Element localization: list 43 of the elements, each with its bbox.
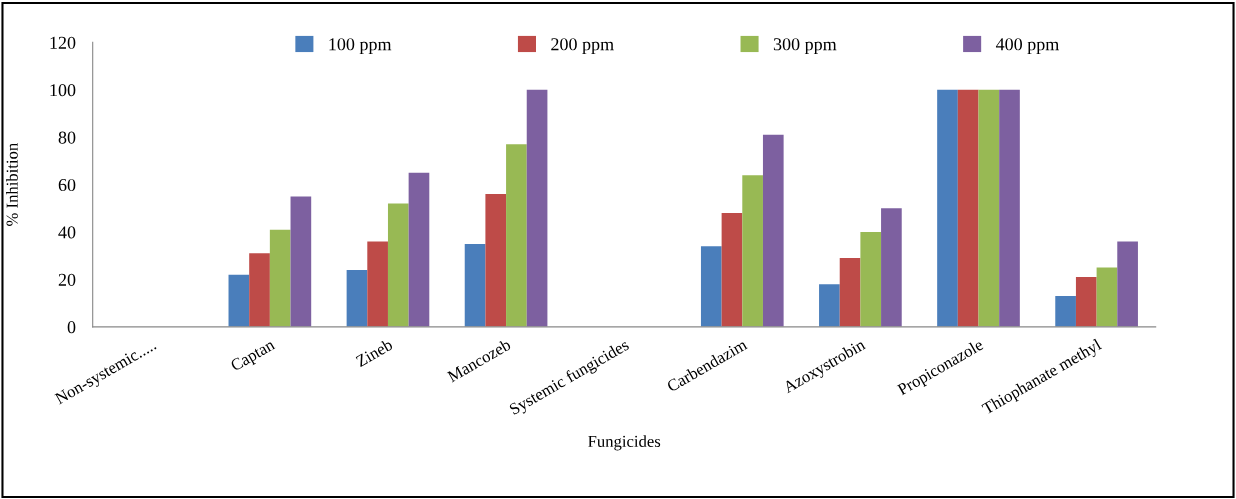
legend-label: 400 ppm xyxy=(995,38,1060,55)
bar xyxy=(762,134,784,327)
y-tick-label: 60 xyxy=(58,178,76,192)
bar xyxy=(860,232,882,327)
bar xyxy=(937,89,958,327)
bar xyxy=(700,246,722,327)
x-tick-label: Captan xyxy=(229,338,278,375)
bar xyxy=(346,269,368,327)
bar xyxy=(999,89,1020,327)
bar xyxy=(742,175,763,327)
bar xyxy=(1096,267,1118,327)
bar xyxy=(269,229,291,327)
bar xyxy=(1075,277,1097,327)
bar xyxy=(957,89,979,327)
y-axis-title: % Inhibition xyxy=(6,142,18,226)
y-tick-label: 80 xyxy=(58,131,76,144)
bar xyxy=(408,172,430,327)
bar xyxy=(387,203,409,327)
bar xyxy=(819,284,840,327)
legend-label: 300 ppm xyxy=(773,38,837,55)
y-tick-label: 100 xyxy=(50,84,76,97)
bar xyxy=(839,258,861,327)
bar xyxy=(464,243,486,327)
y-tick-label: 120 xyxy=(50,36,76,49)
bar xyxy=(290,196,312,327)
bar xyxy=(526,89,548,327)
bar xyxy=(506,144,527,327)
bar xyxy=(1117,241,1138,327)
x-tick-label: Zineb xyxy=(354,338,394,368)
bar xyxy=(249,253,270,327)
bar xyxy=(228,274,250,327)
bar xyxy=(367,241,388,327)
bar xyxy=(485,194,507,327)
legend-label: 200 ppm xyxy=(551,38,614,55)
x-axis-title: Fungicides xyxy=(588,435,661,451)
y-tick-label: 40 xyxy=(58,226,76,239)
legend-label: 100 ppm xyxy=(329,38,392,55)
y-tick-label: 0 xyxy=(67,321,76,334)
y-tick-label: 20 xyxy=(58,273,76,286)
bar xyxy=(1055,296,1076,327)
bar xyxy=(881,208,902,327)
bar xyxy=(978,89,1000,327)
bar xyxy=(721,213,743,327)
